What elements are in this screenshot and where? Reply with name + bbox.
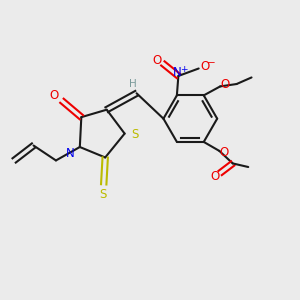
Text: N: N xyxy=(66,147,74,160)
Text: H: H xyxy=(129,79,136,89)
Text: O: O xyxy=(200,60,209,73)
Text: N: N xyxy=(172,66,181,79)
Text: S: S xyxy=(99,188,106,201)
Text: −: − xyxy=(207,58,216,68)
Text: S: S xyxy=(131,128,139,141)
Text: O: O xyxy=(152,54,161,67)
Text: O: O xyxy=(219,146,229,160)
Text: O: O xyxy=(50,89,59,102)
Text: O: O xyxy=(210,170,219,183)
Text: +: + xyxy=(180,65,187,74)
Text: O: O xyxy=(220,77,230,91)
